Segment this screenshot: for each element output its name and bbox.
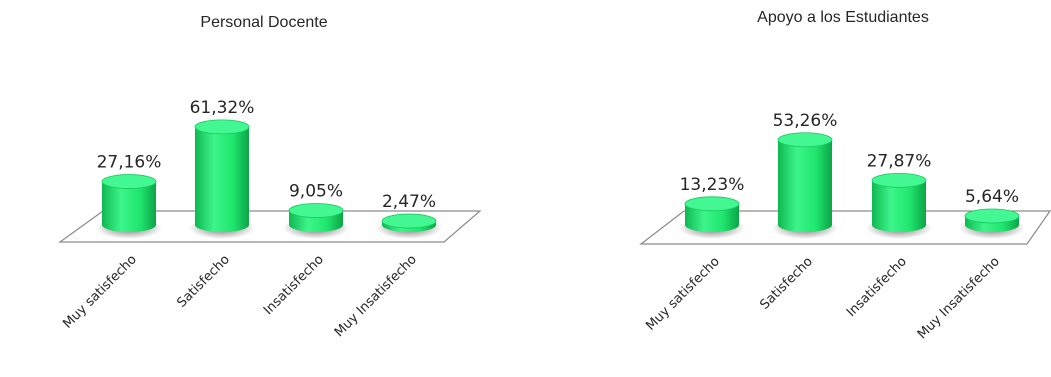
- bar-group: 13,23% Muy satisfecho 53,26% Satisfecho 27,8…: [643, 111, 1025, 342]
- bar-body: [778, 139, 832, 232]
- x-tick-label: Muy satisfecho: [643, 254, 723, 334]
- bar-top: [381, 213, 437, 229]
- x-tick-label: Muy Insatisfecho: [332, 252, 420, 340]
- x-tick-label: Muy Insatisfecho: [915, 254, 1003, 342]
- bar-body: [102, 181, 156, 232]
- bar: [866, 173, 932, 239]
- data-label: 13,23%: [680, 175, 745, 195]
- x-tick-label: Insatisfecho: [261, 252, 327, 318]
- bar: [283, 203, 349, 239]
- bar-top: [871, 173, 927, 188]
- x-tick-label: Muy satisfecho: [60, 252, 140, 332]
- bar: [376, 213, 442, 239]
- data-label: 2,47%: [382, 192, 436, 212]
- bar-top: [684, 196, 740, 212]
- x-tick-label: Satisfecho: [757, 254, 815, 312]
- chart-title: Personal Docente: [200, 14, 327, 31]
- x-tick-label: Satisfecho: [174, 252, 232, 310]
- bar: [679, 196, 745, 239]
- bar: [189, 119, 255, 239]
- bar: [96, 174, 162, 239]
- bar-top: [777, 132, 833, 148]
- chart-personal-docente: Personal Docente 27,16% Muy satisfecho 61,…: [58, 14, 482, 340]
- bar: [772, 132, 838, 239]
- chart-apoyo-estudiantes: Apoyo a los Estudiantes 13,23% Muy satisf…: [639, 9, 1051, 342]
- data-label: 9,05%: [289, 182, 343, 202]
- bar-top: [288, 203, 344, 218]
- floor-plane: [58, 210, 482, 243]
- bar-body: [195, 126, 249, 232]
- chart-title: Apoyo a los Estudiantes: [757, 9, 929, 26]
- data-label: 5,64%: [965, 187, 1019, 207]
- bar-body: [685, 203, 739, 232]
- floor-plane: [639, 210, 1051, 245]
- data-label: 27,87%: [867, 151, 932, 171]
- bar-top: [964, 208, 1020, 224]
- data-label: 27,16%: [97, 153, 162, 173]
- bar: [959, 208, 1025, 239]
- data-label: 53,26%: [773, 111, 838, 131]
- bar-top: [101, 174, 157, 189]
- bar-body: [872, 180, 926, 232]
- bar-top: [194, 119, 250, 135]
- data-label: 61,32%: [190, 98, 255, 118]
- x-tick-label: Insatisfecho: [844, 254, 910, 320]
